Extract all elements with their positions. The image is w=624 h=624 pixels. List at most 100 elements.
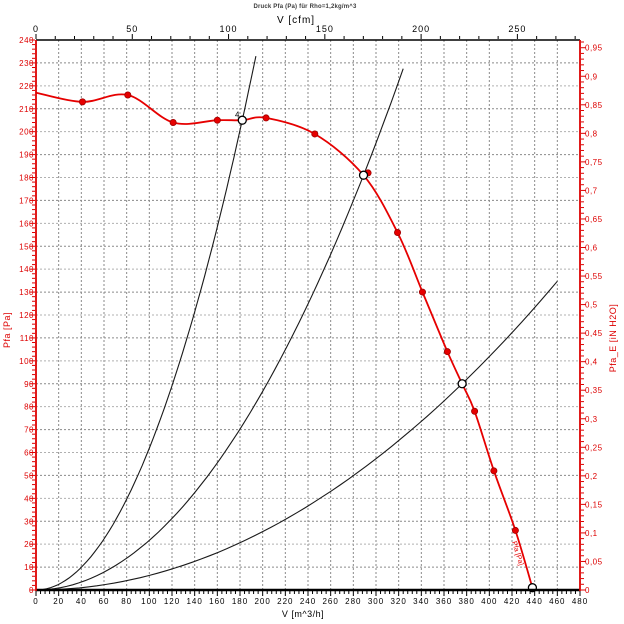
left-axis-tick-label: 180 bbox=[19, 174, 34, 183]
right-axis-tick-label: 0,45 bbox=[585, 329, 603, 338]
left-axis-tick-label: 140 bbox=[19, 265, 34, 274]
right-axis-tick-label: 0,7 bbox=[585, 186, 598, 195]
data-point-marker bbox=[124, 91, 132, 99]
left-axis-title: Pfa [Pa] bbox=[2, 312, 12, 348]
data-point-marker bbox=[262, 114, 270, 122]
bottom-axis-tick-label: 260 bbox=[322, 597, 338, 606]
right-axis-tick-label: 0,2 bbox=[585, 472, 598, 481]
data-point-marker bbox=[213, 116, 221, 124]
left-axis-tick-label: 110 bbox=[20, 334, 34, 343]
system-resistance-curve bbox=[35, 280, 558, 591]
left-axis-tick-label: 10 bbox=[24, 563, 34, 572]
operating-point-number-label: 4 bbox=[235, 110, 240, 119]
top-axis-tick-label: 100 bbox=[220, 24, 238, 34]
bottom-axis-tick-label: 280 bbox=[345, 597, 361, 606]
left-axis-tick-label: 220 bbox=[19, 82, 34, 91]
fan-pressure-curve bbox=[35, 91, 534, 588]
data-point-marker bbox=[311, 130, 319, 138]
data-point-marker bbox=[78, 98, 86, 106]
bottom-axis-tick-label: 80 bbox=[121, 597, 132, 606]
left-axis-tick-label: 130 bbox=[19, 288, 34, 297]
bottom-axis-tick-label: 40 bbox=[76, 597, 87, 606]
right-axis-tick-label: 0,1 bbox=[585, 529, 598, 538]
bottom-axis-tick-label: 120 bbox=[164, 597, 180, 606]
data-point-marker bbox=[418, 288, 426, 296]
right-axis-tick-label: 0,8 bbox=[585, 129, 598, 138]
data-point-marker bbox=[443, 348, 451, 356]
chart-generated-layers: 0 20 40 60 80 100 120 140 160 180 200 220 240 260 280 3… bbox=[19, 24, 602, 606]
right-axis-tick-label: 0,3 bbox=[585, 415, 598, 424]
bottom-axis-tick-label: 20 bbox=[53, 597, 64, 606]
left-axis-tick-label: 200 bbox=[19, 128, 34, 137]
right-axis-tick-label: 0,4 bbox=[585, 358, 598, 367]
bottom-axis-tick-label: 240 bbox=[300, 597, 316, 606]
bottom-axis-tick-label: 60 bbox=[99, 597, 110, 606]
system-resistance-curve bbox=[35, 55, 257, 591]
left-axis-tick-label: 30 bbox=[24, 517, 34, 526]
right-axis-tick-label: 0,95 bbox=[585, 44, 603, 53]
bottom-axis-tick-label: 140 bbox=[186, 597, 202, 606]
left-axis-tick-label: 230 bbox=[19, 59, 34, 68]
bottom-axis-tick-label: 200 bbox=[254, 597, 270, 606]
left-axis-tick-label: 240 bbox=[19, 36, 34, 45]
top-axis-tick-label: 250 bbox=[508, 24, 526, 34]
left-axis-tick-label: 160 bbox=[19, 219, 34, 228]
left-axis-tick-label: 40 bbox=[24, 494, 34, 503]
top-axis-tick-label: 0 bbox=[33, 24, 39, 34]
operating-point-marker bbox=[358, 170, 369, 180]
bottom-axis-tick-label: 420 bbox=[504, 597, 520, 606]
right-axis-tick-label: 0 bbox=[585, 586, 590, 595]
operating-point-marker bbox=[237, 115, 247, 125]
bottom-axis-tick-label: 400 bbox=[481, 597, 497, 606]
data-point-marker bbox=[394, 228, 402, 236]
bottom-axis-tick-label: 0 bbox=[33, 597, 38, 606]
left-axis-tick-label: 210 bbox=[19, 105, 34, 114]
left-axis-tick-label: 50 bbox=[24, 471, 34, 480]
left-axis-tick-label: 0 bbox=[29, 586, 34, 595]
right-axis-tick-label: 0,35 bbox=[585, 386, 603, 395]
bottom-axis-tick-label: 180 bbox=[232, 597, 248, 606]
chart-static-labels: Druck Pfa (Pa) für Rho=1,2kg/m^3 V [cfm]… bbox=[2, 4, 618, 619]
data-point-marker bbox=[511, 526, 519, 534]
right-axis-tick-label: 0,15 bbox=[585, 500, 603, 509]
right-axis-tick-label: 0,55 bbox=[585, 272, 603, 281]
system-resistance-curve bbox=[35, 68, 404, 591]
data-point-marker bbox=[490, 467, 498, 475]
right-axis-tick-label: 0,65 bbox=[585, 215, 603, 224]
bottom-axis-tick-label: 360 bbox=[436, 597, 452, 606]
right-axis-tick-label: 0,9 bbox=[585, 72, 598, 81]
right-axis-tick-label: 0,75 bbox=[585, 158, 603, 167]
left-axis-tick-label: 80 bbox=[24, 403, 34, 412]
bottom-axis-tick-label: 100 bbox=[141, 597, 157, 606]
right-axis-tick-label: 0,5 bbox=[585, 301, 598, 310]
left-axis-tick-label: 120 bbox=[19, 311, 34, 320]
data-point-marker bbox=[169, 119, 177, 127]
bottom-axis-title: V [m^3/h] bbox=[282, 609, 324, 619]
left-axis-tick-label: 150 bbox=[19, 242, 34, 251]
top-axis-tick-label: 200 bbox=[412, 24, 430, 34]
bottom-axis-tick-label: 460 bbox=[549, 597, 565, 606]
left-axis-tick-label: 170 bbox=[19, 196, 34, 205]
bottom-axis-tick-label: 480 bbox=[572, 597, 588, 606]
bottom-axis-tick-label: 160 bbox=[209, 597, 225, 606]
left-axis-tick-label: 190 bbox=[19, 151, 34, 160]
right-axis-tick-label: 0,6 bbox=[585, 244, 598, 253]
data-point-marker bbox=[471, 407, 479, 415]
left-axis-tick-label: 100 bbox=[19, 357, 34, 366]
top-axis-tick-label: 50 bbox=[126, 24, 138, 34]
bottom-axis-tick-label: 300 bbox=[368, 597, 384, 606]
right-axis-title: Pfa_E [iN H2O] bbox=[608, 304, 618, 373]
bottom-axis-tick-label: 440 bbox=[526, 597, 542, 606]
top-axis-tick-label: 150 bbox=[316, 24, 334, 34]
bottom-axis-tick-label: 220 bbox=[277, 597, 293, 606]
operating-point-marker bbox=[457, 379, 467, 389]
top-axis-title: V [cfm] bbox=[277, 15, 315, 26]
chart-title: Druck Pfa (Pa) für Rho=1,2kg/m^3 bbox=[253, 4, 357, 10]
left-axis-tick-label: 20 bbox=[24, 540, 34, 549]
bottom-axis-tick-label: 380 bbox=[458, 597, 474, 606]
bottom-axis-tick-label: 340 bbox=[413, 597, 429, 606]
right-axis-tick-label: 0,85 bbox=[585, 101, 603, 110]
bottom-axis-tick-label: 320 bbox=[390, 597, 406, 606]
